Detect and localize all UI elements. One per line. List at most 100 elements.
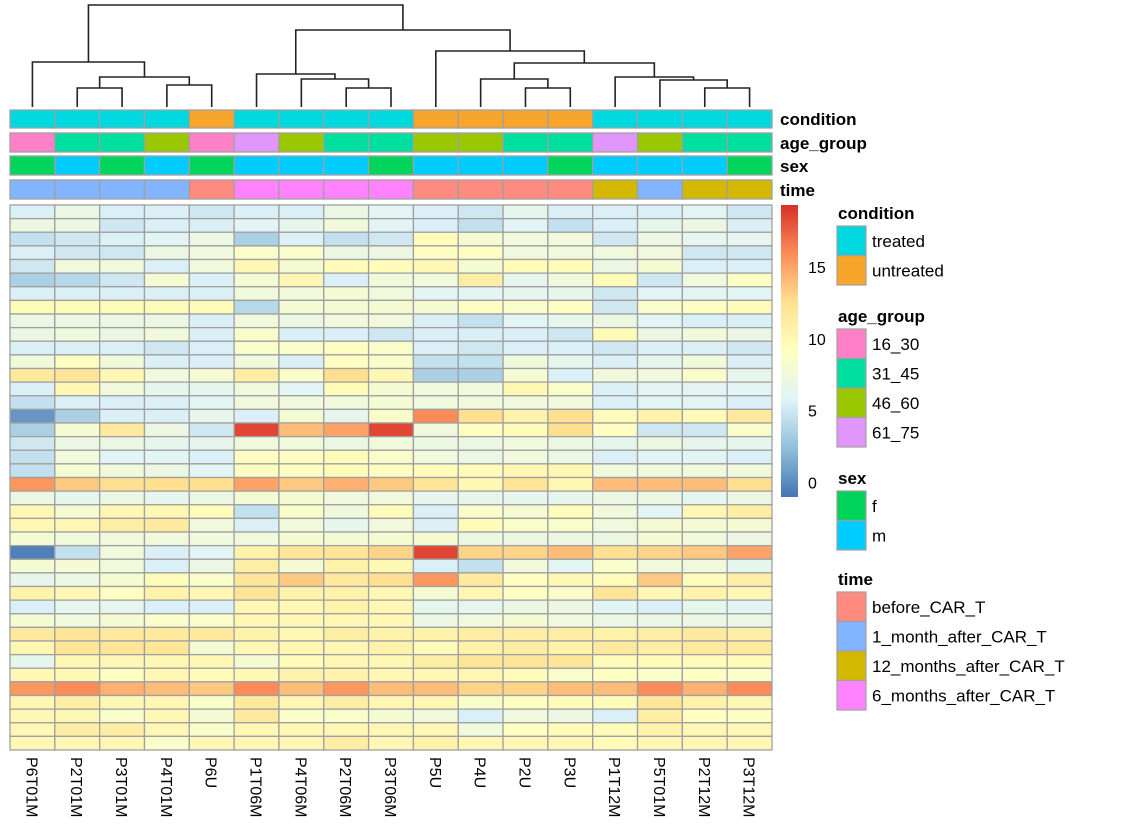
annotation-cell-condition — [233, 109, 280, 129]
color-scale-bar — [781, 205, 798, 497]
heatmap-cell — [457, 313, 504, 329]
heatmap-cell — [502, 531, 549, 547]
heatmap-cell — [278, 517, 325, 533]
heatmap-cell — [98, 258, 146, 274]
heatmap-cell — [547, 435, 594, 451]
heatmap-cell — [143, 395, 190, 411]
heatmap-cell — [367, 531, 415, 547]
dendrogram-branch — [659, 79, 728, 107]
heatmap-cell — [143, 204, 190, 220]
heatmap-cell — [547, 258, 594, 274]
heatmap-cell — [681, 626, 728, 642]
dendrogram-branch — [166, 84, 213, 107]
annotation-cell-sex — [9, 155, 56, 176]
annotation-cell-sex — [233, 155, 280, 176]
heatmap-cell — [54, 286, 101, 302]
heatmap-cell — [726, 735, 773, 751]
heatmap-cell — [457, 340, 504, 356]
heatmap-cell — [547, 381, 594, 397]
heatmap-cell — [681, 504, 728, 520]
heatmap-cell — [502, 299, 549, 315]
heatmap-cell — [636, 531, 684, 547]
annotation-label-age_group: age_group — [780, 134, 867, 153]
heatmap-cell — [547, 245, 594, 261]
annotation-cell-time — [547, 179, 594, 200]
heatmap-cell — [233, 204, 280, 220]
heatmap-cell — [98, 408, 146, 424]
heatmap-cell — [323, 572, 370, 588]
heatmap-cell — [367, 340, 415, 356]
heatmap-cell — [9, 313, 56, 329]
dendrogram-branch — [87, 4, 404, 62]
heatmap-cell — [502, 667, 549, 683]
heatmap-cell — [636, 626, 684, 642]
heatmap-cell — [681, 408, 728, 424]
heatmap-cell — [9, 476, 56, 492]
legend-item-label: 6_months_after_CAR_T — [872, 687, 1055, 706]
column-label: P3T12M — [740, 757, 757, 817]
heatmap-cell — [547, 531, 594, 547]
heatmap-cell — [143, 408, 190, 424]
heatmap-cell — [278, 395, 325, 411]
heatmap-cell — [726, 517, 773, 533]
heatmap-cell — [233, 585, 280, 601]
heatmap-cell — [636, 558, 684, 574]
heatmap-cell — [547, 504, 594, 520]
heatmap-cell — [592, 613, 639, 629]
column-label: P3U — [560, 757, 577, 788]
heatmap-cell — [188, 299, 235, 315]
heatmap-cell — [502, 340, 549, 356]
heatmap-cell — [143, 435, 190, 451]
heatmap-cell — [188, 667, 235, 683]
heatmap-cell — [726, 340, 773, 356]
heatmap-cell — [547, 231, 594, 247]
heatmap-cell — [188, 422, 235, 438]
legend-item-label: treated — [872, 232, 925, 251]
heatmap-cell — [547, 585, 594, 601]
heatmap-cell — [98, 735, 146, 751]
heatmap-cell — [54, 544, 101, 560]
heatmap-cell — [636, 735, 684, 751]
legend-title-age_group: age_group — [838, 307, 925, 326]
heatmap-cell — [367, 258, 415, 274]
heatmap-cell — [188, 653, 235, 669]
heatmap-cell — [457, 558, 504, 574]
heatmap-cell — [188, 613, 235, 629]
heatmap-cell — [143, 272, 190, 288]
heatmap-cell — [98, 504, 146, 520]
heatmap-cell — [592, 245, 639, 261]
dendrogram-branch — [703, 87, 751, 107]
legend-item-label: 12_months_after_CAR_T — [872, 657, 1065, 676]
heatmap-cell — [98, 599, 146, 615]
heatmap-cell — [9, 653, 56, 669]
heatmap-cell — [636, 463, 684, 479]
heatmap-cell — [681, 245, 728, 261]
heatmap-cell — [726, 272, 773, 288]
heatmap-cell — [323, 640, 370, 656]
heatmap-cell — [547, 626, 594, 642]
annotation-cell-time — [457, 179, 504, 200]
heatmap-cell — [502, 735, 549, 751]
heatmap-cell — [681, 735, 728, 751]
heatmap-cell — [636, 313, 684, 329]
heatmap-cell — [412, 299, 459, 315]
heatmap-cell — [636, 449, 684, 465]
heatmap-cell — [278, 286, 325, 302]
legend-swatch — [836, 490, 867, 522]
heatmap-cell — [726, 640, 773, 656]
heatmap-cell — [278, 381, 325, 397]
annotation-cell-age_group — [9, 132, 56, 153]
heatmap-cell — [636, 490, 684, 506]
annotation-cell-condition — [367, 109, 415, 129]
heatmap-cell — [681, 476, 728, 492]
heatmap-cell — [592, 626, 639, 642]
heatmap-cell — [726, 531, 773, 547]
heatmap-cell — [726, 558, 773, 574]
heatmap-cell — [54, 408, 101, 424]
heatmap-cell — [323, 340, 370, 356]
annotation-cell-sex — [636, 155, 684, 176]
annotation-cell-age_group — [54, 132, 101, 153]
heatmap-cell — [54, 517, 101, 533]
heatmap-cell — [98, 231, 146, 247]
heatmap-cell — [367, 735, 415, 751]
